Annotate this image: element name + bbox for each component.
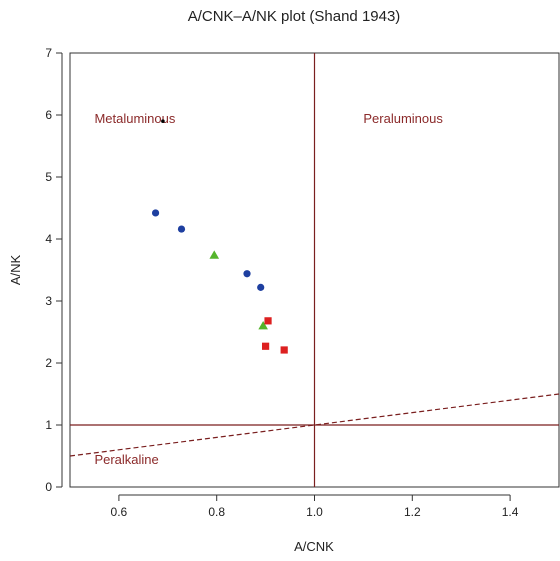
data-point-square	[262, 342, 270, 350]
x-axis-label: A/CNK	[294, 539, 334, 554]
data-point-square	[280, 346, 288, 354]
y-tick-label: 2	[45, 356, 52, 370]
region-label: Metaluminous	[94, 111, 175, 126]
y-tick-label: 0	[45, 480, 52, 494]
x-tick-label: 0.6	[111, 505, 128, 519]
data-points	[151, 119, 288, 354]
x-tick-label: 0.8	[208, 505, 225, 519]
y-axis-label: A/NK	[8, 255, 23, 286]
x-axis: 0.6 0.8 1.0 1.2 1.4	[111, 494, 519, 519]
region-label: Peralkaline	[94, 452, 158, 467]
data-point-triangle	[258, 321, 268, 330]
reference-lines	[69, 53, 560, 487]
data-point-circle	[177, 225, 186, 233]
y-axis: 0 1 2 3 4 5 6 7	[45, 46, 63, 494]
y-tick-label: 7	[45, 46, 52, 60]
y-tick-label: 6	[45, 108, 52, 122]
x-tick-label: 1.4	[502, 505, 519, 519]
data-point-circle	[257, 283, 265, 291]
data-point-triangle	[209, 250, 220, 259]
y-tick-label: 1	[45, 418, 52, 432]
x-tick-label: 1.2	[404, 505, 421, 519]
data-point-circle	[243, 270, 251, 278]
data-point-square	[264, 317, 272, 325]
region-label: Peraluminous	[363, 111, 443, 126]
y-tick-label: 4	[45, 232, 52, 246]
data-point-dot	[161, 119, 165, 123]
y-tick-label: 5	[45, 170, 52, 184]
x-tick-label: 1.0	[306, 505, 323, 519]
data-point-circle	[151, 209, 160, 217]
dashed-reference-line	[69, 393, 560, 457]
y-tick-label: 3	[45, 294, 52, 308]
chart-title: A/CNK–A/NK plot (Shand 1943)	[188, 8, 401, 25]
region-labels: Metaluminous Peraluminous Peralkaline	[94, 111, 443, 467]
